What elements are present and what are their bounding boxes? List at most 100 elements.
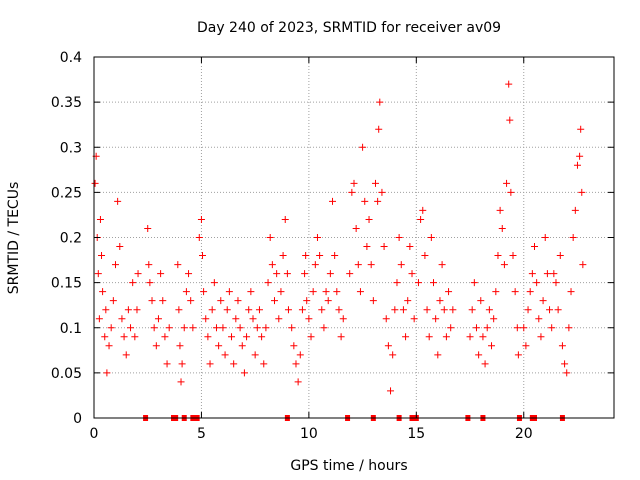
- data-point: [537, 333, 545, 341]
- data-point: [122, 351, 130, 359]
- data-point: [530, 243, 538, 251]
- data-point: [506, 116, 514, 124]
- data-point: [157, 270, 165, 278]
- data-point: [210, 279, 218, 287]
- data-point: [180, 324, 188, 332]
- data-point: [378, 188, 386, 196]
- data-point: [279, 252, 287, 260]
- data-point: [522, 342, 530, 350]
- data-point: [408, 270, 416, 278]
- data-point: [204, 333, 212, 341]
- data-point: [479, 333, 487, 341]
- data-point: [440, 306, 448, 314]
- data-point: [165, 324, 173, 332]
- data-point: [253, 324, 261, 332]
- data-point: [389, 351, 397, 359]
- data-point: [578, 188, 586, 196]
- data-point: [571, 206, 579, 214]
- x-tick-label: 0: [90, 426, 99, 442]
- data-point: [485, 306, 493, 314]
- data-point: [483, 324, 491, 332]
- data-point: [292, 360, 300, 368]
- y-tick-label: 0.4: [60, 50, 82, 66]
- data-point: [387, 387, 395, 395]
- data-point: [290, 342, 298, 350]
- data-point: [131, 333, 139, 341]
- data-point: [316, 252, 324, 260]
- data-point: [324, 297, 332, 305]
- data-point: [376, 98, 384, 106]
- data-point: [417, 215, 425, 223]
- data-point: [543, 270, 551, 278]
- x-tick-label: 15: [407, 426, 425, 442]
- data-point: [185, 270, 193, 278]
- data-point: [434, 351, 442, 359]
- data-point: [496, 206, 504, 214]
- data-point: [202, 315, 210, 323]
- data-point: [120, 333, 128, 341]
- data-point: [118, 315, 126, 323]
- y-tick-label: 0.1: [60, 321, 82, 337]
- data-point: [490, 315, 498, 323]
- data-point: [397, 261, 405, 269]
- data-point: [326, 270, 334, 278]
- data-point: [154, 315, 162, 323]
- data-point: [514, 351, 522, 359]
- data-point: [520, 324, 528, 332]
- data-point: [421, 252, 429, 260]
- data-point: [488, 342, 496, 350]
- data-point: [579, 261, 587, 269]
- data-point: [228, 333, 236, 341]
- data-point: [524, 306, 532, 314]
- data-point: [436, 297, 444, 305]
- data-point: [382, 315, 390, 323]
- data-point: [535, 315, 543, 323]
- data-point: [163, 360, 171, 368]
- data-point: [307, 333, 315, 341]
- data-point: [268, 261, 276, 269]
- data-point: [350, 179, 358, 187]
- y-axis-label: SRMTID / TECUs: [6, 182, 22, 295]
- data-point: [103, 369, 111, 377]
- data-point: [335, 306, 343, 314]
- data-point: [445, 288, 453, 296]
- data-point: [114, 197, 122, 205]
- data-point: [109, 297, 117, 305]
- data-point: [505, 80, 513, 88]
- data-point: [468, 306, 476, 314]
- data-point: [187, 297, 195, 305]
- data-point: [556, 252, 564, 260]
- data-point: [176, 342, 184, 350]
- data-point: [533, 279, 541, 287]
- data-point: [546, 306, 554, 314]
- data-point: [305, 315, 313, 323]
- data-point: [145, 261, 153, 269]
- data-point: [352, 224, 360, 232]
- data-point: [494, 252, 502, 260]
- data-point: [565, 324, 573, 332]
- data-point: [255, 306, 263, 314]
- x-tick-label: 10: [300, 426, 318, 442]
- data-point: [243, 333, 251, 341]
- data-point: [313, 234, 321, 241]
- data-point: [507, 188, 515, 196]
- data-point: [262, 324, 270, 332]
- data-point: [232, 315, 240, 323]
- y-tick-label: 0.35: [51, 95, 82, 111]
- data-point: [273, 270, 281, 278]
- data-point: [99, 288, 107, 296]
- data-point: [384, 342, 392, 350]
- data-point: [554, 306, 562, 314]
- data-point: [410, 315, 418, 323]
- data-point: [466, 333, 474, 341]
- data-point: [369, 297, 377, 305]
- data-point: [561, 360, 569, 368]
- data-point: [541, 234, 549, 241]
- data-point: [526, 288, 534, 296]
- data-point: [148, 297, 156, 305]
- data-point: [573, 161, 581, 169]
- data-point: [96, 215, 104, 223]
- y-tick-label: 0.15: [51, 276, 82, 292]
- data-point: [111, 261, 119, 269]
